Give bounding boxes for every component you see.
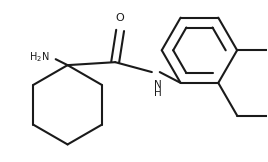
Text: N: N [154, 80, 162, 90]
Text: H$_2$N: H$_2$N [29, 50, 50, 64]
Text: O: O [116, 12, 125, 23]
Text: H: H [154, 88, 162, 98]
